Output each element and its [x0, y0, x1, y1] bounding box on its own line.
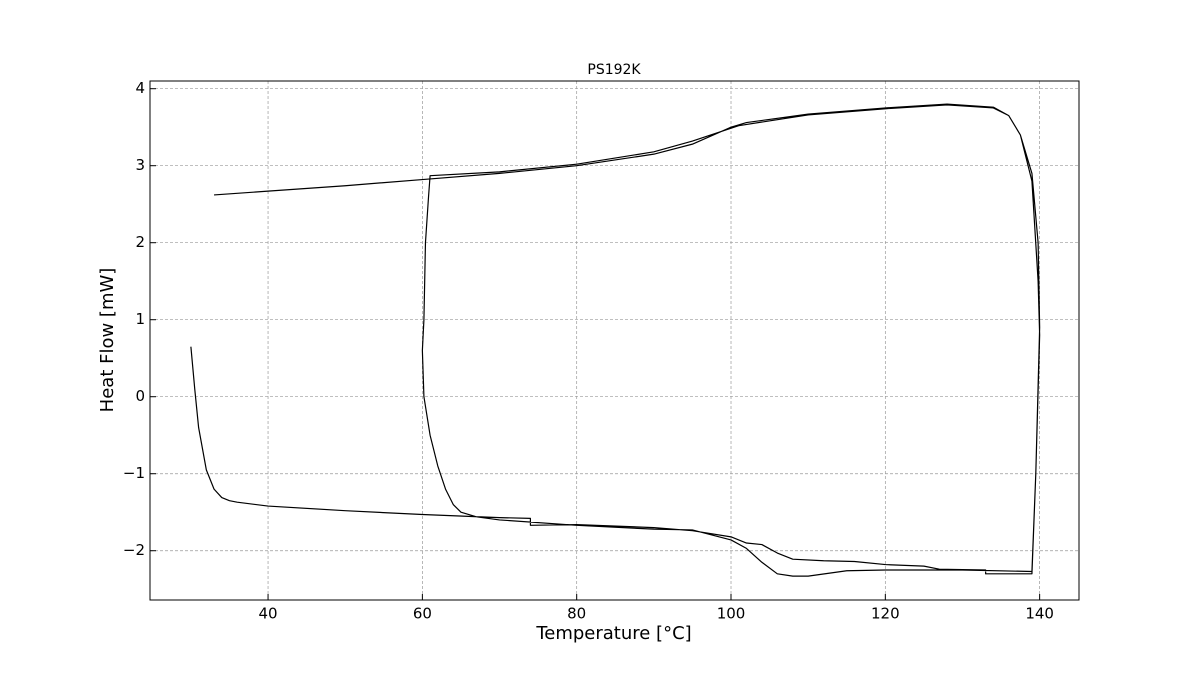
y-tick-label: 1 — [135, 310, 145, 328]
y-tick-label: 4 — [135, 79, 145, 97]
x-tick-label: 140 — [1025, 605, 1054, 623]
x-tick-label: 40 — [259, 605, 278, 623]
x-tick-label: 60 — [413, 605, 432, 623]
y-tick-label: −1 — [123, 464, 145, 482]
y-tick-label: −2 — [123, 541, 145, 559]
x-tick-label: 100 — [717, 605, 746, 623]
plot-frame — [149, 80, 1080, 601]
y-tick-label: 2 — [135, 233, 145, 251]
y-tick-label: 3 — [135, 156, 145, 174]
chart-title: PS192K — [587, 62, 641, 78]
data-line — [190, 103, 1041, 577]
x-axis-label: Temperature [°C] — [535, 623, 691, 644]
y-axis-label: Heat Flow [mW] — [97, 268, 118, 413]
y-tick-label: 0 — [135, 387, 145, 405]
x-tick-label: 80 — [567, 605, 586, 623]
x-tick-label: 120 — [871, 605, 900, 623]
